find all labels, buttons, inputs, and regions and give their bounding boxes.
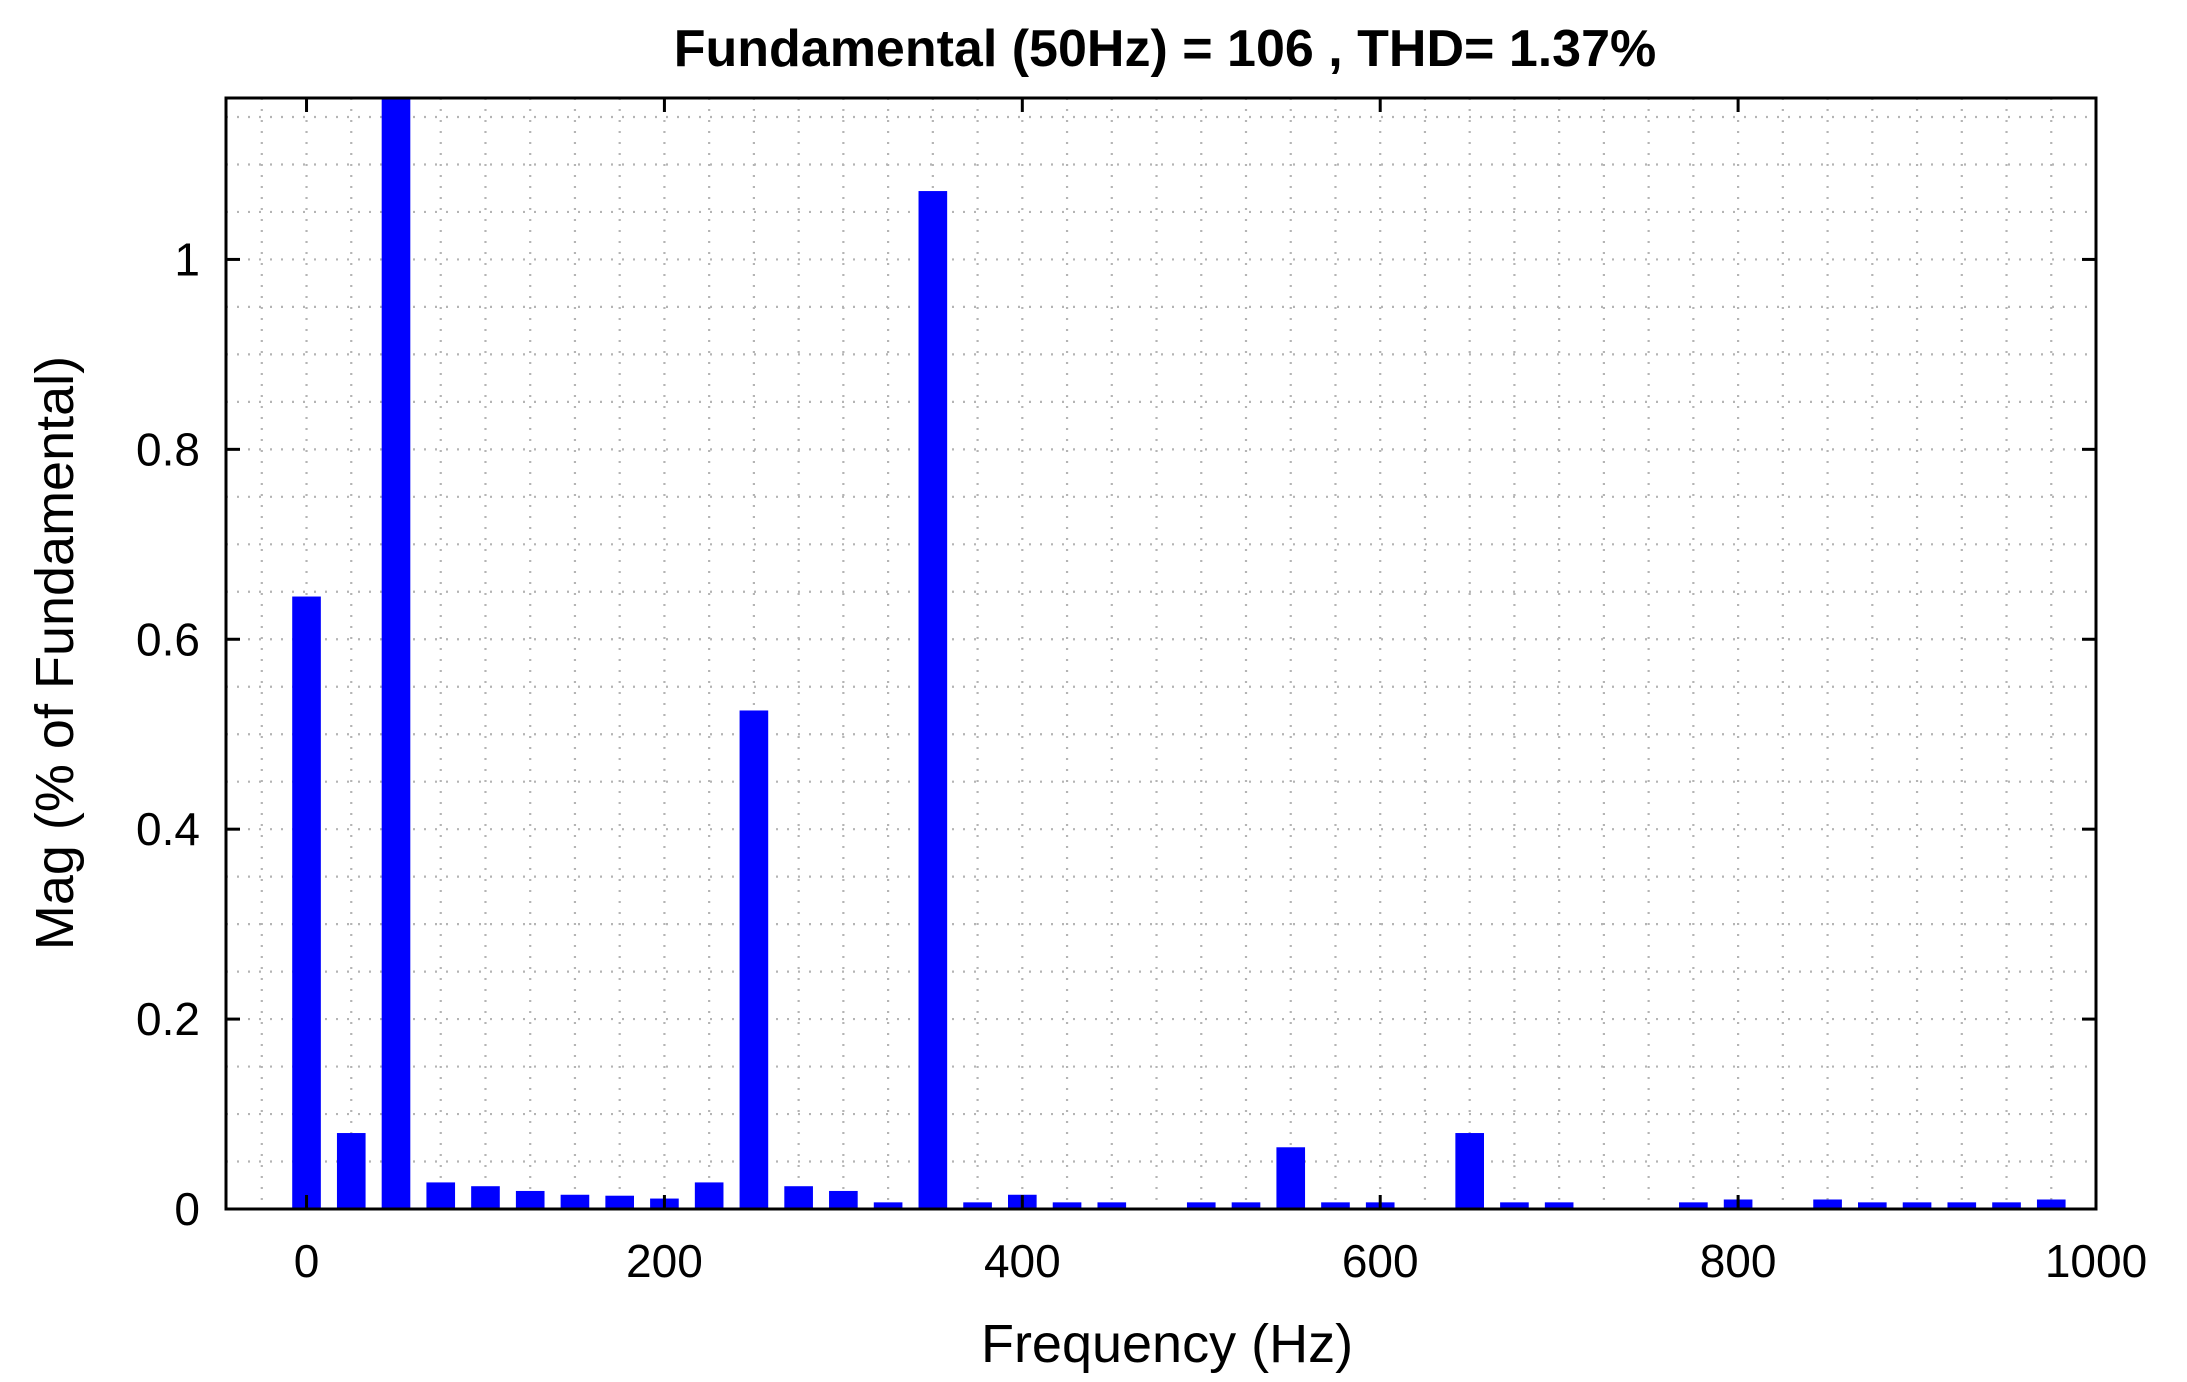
y-tick-label: 0.4 bbox=[136, 803, 200, 855]
bar-900hz bbox=[1902, 1202, 1932, 1209]
bar-450hz bbox=[1097, 1202, 1127, 1209]
bar-675hz bbox=[1500, 1202, 1529, 1209]
bar-175hz bbox=[605, 1195, 634, 1209]
bar-75hz bbox=[426, 1182, 456, 1209]
x-tick-label: 400 bbox=[984, 1235, 1061, 1287]
x-tick-label: 0 bbox=[294, 1235, 320, 1287]
bar-325hz bbox=[873, 1202, 903, 1209]
grid-lines bbox=[226, 98, 2096, 1209]
y-axis-label: Mag (% of Fundamental) bbox=[25, 356, 85, 950]
y-tick-label: 1 bbox=[174, 233, 200, 285]
x-tick-label: 1000 bbox=[2045, 1235, 2147, 1287]
bar-550hz bbox=[1276, 1147, 1306, 1209]
y-tick-label: 0.6 bbox=[136, 613, 200, 665]
bar-525hz bbox=[1231, 1202, 1261, 1209]
bar-25hz bbox=[336, 1133, 366, 1209]
chart-title: Fundamental (50Hz) = 106 , THD= 1.37% bbox=[674, 20, 1657, 78]
bar-875hz bbox=[1858, 1202, 1887, 1209]
bar-225hz bbox=[694, 1182, 724, 1209]
x-tick-label: 200 bbox=[626, 1235, 703, 1287]
bar-375hz bbox=[963, 1202, 992, 1209]
y-tick-label: 0.2 bbox=[136, 993, 200, 1045]
bar-500hz bbox=[1186, 1202, 1216, 1209]
bar-925hz bbox=[1947, 1202, 1977, 1209]
bar-425hz bbox=[1052, 1202, 1082, 1209]
bar-975hz bbox=[2036, 1199, 2066, 1209]
bar-650hz bbox=[1455, 1133, 1484, 1209]
bars bbox=[292, 98, 2066, 1210]
bar-850hz bbox=[1813, 1199, 1842, 1209]
bar-350hz bbox=[918, 191, 948, 1210]
bar-775hz bbox=[1679, 1202, 1708, 1209]
bar-275hz bbox=[784, 1186, 813, 1209]
bar-700hz bbox=[1544, 1202, 1574, 1209]
bar-125hz bbox=[515, 1190, 545, 1209]
bar-150hz bbox=[560, 1194, 590, 1209]
x-axis-label: Frequency (Hz) bbox=[981, 1314, 1353, 1374]
y-tick-label: 0.8 bbox=[136, 423, 200, 475]
axis-ticks: 0 200 400 600 800 1000 0 0.2 0.4 0.6 0.8 1 bbox=[136, 98, 2147, 1287]
x-tick-label: 800 bbox=[1700, 1235, 1777, 1287]
bar-575hz bbox=[1321, 1202, 1350, 1209]
bar-100hz bbox=[471, 1186, 500, 1209]
y-tick-label: 0 bbox=[174, 1183, 200, 1235]
bar-300hz bbox=[829, 1190, 858, 1209]
x-tick-label: 600 bbox=[1342, 1235, 1419, 1287]
plot-frame bbox=[224, 96, 2098, 1211]
bar-50hz bbox=[381, 98, 411, 1209]
bar-0hz bbox=[292, 596, 321, 1209]
bar-250hz bbox=[739, 710, 769, 1209]
bar-950hz bbox=[1992, 1202, 2021, 1209]
